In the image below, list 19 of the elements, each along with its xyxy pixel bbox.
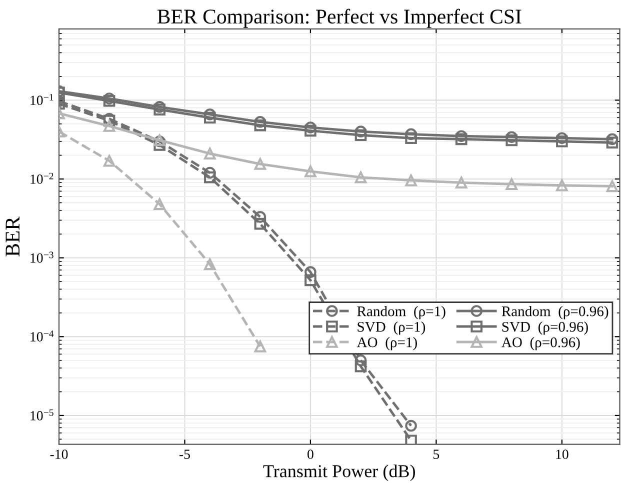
legend-label: AO (ρ=0.96) <box>502 336 580 350</box>
y-tick-label: 10$^{−5}$ <box>30 409 54 420</box>
legend-label: Random (ρ=1) <box>357 306 446 320</box>
x-axis-title: Transmit Power (dB) <box>263 464 415 481</box>
legend-label: SVD (ρ=0.96) <box>502 321 588 335</box>
x-tick-label: 0 <box>308 450 314 459</box>
y-tick-label: 10$^{−2}$ <box>30 172 54 184</box>
y-tick-label: 10$^{−4}$ <box>30 330 54 342</box>
x-tick-label: -10 <box>50 450 68 459</box>
x-tick-label: 10 <box>556 450 568 459</box>
y-tick-label: 10$^{−1}$ <box>30 94 54 106</box>
y-tick-label: 10$^{−3}$ <box>30 252 54 263</box>
legend-label: SVD (ρ=1) <box>358 321 426 335</box>
x-tick-label: 5 <box>434 450 440 459</box>
chart-title: BER Comparison: Perfect vs Imperfect CSI <box>157 8 522 28</box>
y-axis-title: BER <box>6 216 20 256</box>
x-tick-label: -5 <box>179 450 190 459</box>
legend-label: AO (ρ=1) <box>356 336 417 350</box>
legend-label: Random (ρ=0.96) <box>502 306 608 320</box>
